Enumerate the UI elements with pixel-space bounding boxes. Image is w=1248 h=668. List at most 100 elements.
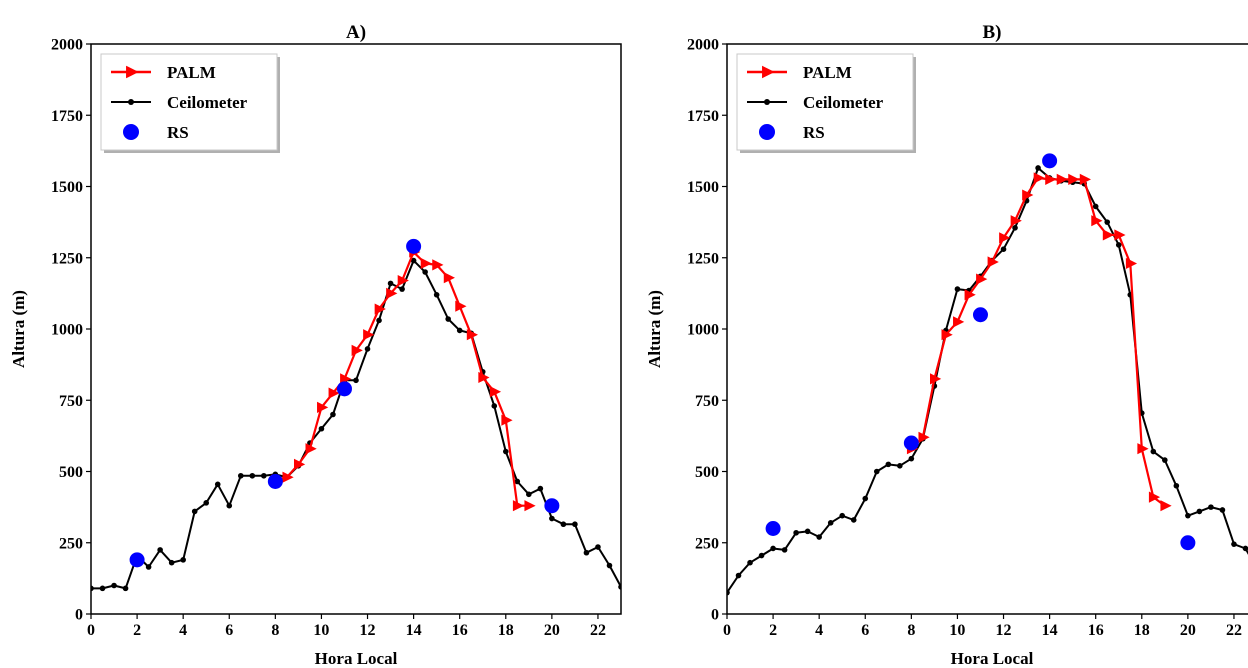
palm-point bbox=[432, 259, 444, 271]
palm-point bbox=[1010, 215, 1022, 227]
legend: PALM Ceilometer RS bbox=[100, 53, 280, 153]
ceilometer-point bbox=[1035, 165, 1041, 171]
palm-point bbox=[420, 257, 432, 270]
x-tick-label: 16 bbox=[1088, 622, 1104, 639]
x-tick-label: 2 bbox=[769, 622, 777, 639]
ceilometer-point bbox=[606, 562, 613, 569]
ceilometer-point bbox=[214, 481, 221, 488]
palm-point bbox=[1102, 229, 1115, 241]
ceilometer-point bbox=[770, 545, 776, 552]
ceilometer-point bbox=[122, 585, 129, 592]
y-tick-label: 250 bbox=[59, 535, 83, 552]
ceilometer-line bbox=[91, 259, 621, 590]
palm-point bbox=[351, 344, 363, 356]
palm-point bbox=[524, 500, 536, 512]
x-tick-label: 8 bbox=[271, 622, 279, 639]
x-tick-label: 6 bbox=[861, 622, 869, 639]
rs-point bbox=[903, 435, 919, 451]
legend-marker bbox=[762, 65, 775, 79]
ceilometer-point bbox=[491, 403, 498, 409]
ceilometer-point bbox=[237, 472, 244, 479]
ceilometer-point bbox=[560, 521, 567, 528]
legend-label: RS bbox=[167, 123, 189, 142]
palm-point bbox=[999, 232, 1011, 244]
x-tick-label: 0 bbox=[723, 622, 731, 639]
ceilometer-point bbox=[399, 286, 405, 292]
palm-point bbox=[1148, 491, 1161, 503]
legend-marker bbox=[128, 99, 134, 105]
palm-point bbox=[282, 471, 294, 483]
chart-panel-b: B) Hora Local Altura (m) 0 2 4 6 8 10 12 14 16 18… bbox=[645, 22, 1248, 668]
rs-point bbox=[765, 521, 781, 536]
legend-item-ceilometer: Ceilometer bbox=[747, 93, 884, 112]
y-axis-label: Altura (m) bbox=[9, 290, 28, 368]
ceilometer-point bbox=[1092, 203, 1099, 210]
palm-point bbox=[455, 300, 467, 312]
ceilometer-point bbox=[203, 500, 210, 506]
rs-point bbox=[972, 307, 988, 323]
palm-point bbox=[501, 414, 513, 426]
ceilometer-point bbox=[885, 461, 892, 468]
y-tick-label: 1750 bbox=[51, 108, 83, 125]
series-palm bbox=[270, 246, 536, 512]
legend-item-rs: RS bbox=[123, 123, 189, 142]
x-tick-label: 18 bbox=[1134, 622, 1150, 639]
y-tick-label: 1500 bbox=[687, 179, 719, 196]
ceilometer-point bbox=[781, 547, 788, 553]
chart-panel-a: A) Hora Local Altura (m) 0 2 4 6 8 10 12 14 16 18… bbox=[9, 22, 622, 668]
y-tick-label: 250 bbox=[695, 535, 719, 552]
legend-item-ceilometer: Ceilometer bbox=[111, 93, 248, 112]
x-tick-label: 4 bbox=[179, 622, 187, 639]
ceilometer-point bbox=[502, 448, 509, 455]
ceilometer-point bbox=[180, 557, 186, 563]
ceilometer-point bbox=[111, 582, 117, 589]
ceilometer-point bbox=[445, 316, 451, 322]
ceilometer-point bbox=[549, 515, 555, 522]
ceilometer-point bbox=[1000, 246, 1007, 252]
palm-point bbox=[929, 373, 942, 385]
x-tick-label: 10 bbox=[949, 622, 965, 639]
palm-point bbox=[941, 329, 953, 341]
ceilometer-point bbox=[261, 472, 267, 479]
series-rs bbox=[129, 238, 560, 568]
x-tick-label: 22 bbox=[1226, 622, 1242, 639]
legend-marker bbox=[123, 124, 139, 140]
ceilometer-point bbox=[168, 559, 175, 566]
legend-item-rs: RS bbox=[759, 123, 825, 142]
axis-ticks: 0 2 4 6 8 10 12 14 16 18 20 22 0 250 500 750 1000 1250 150… bbox=[51, 37, 606, 640]
x-tick-label: 4 bbox=[815, 622, 823, 639]
rs-point bbox=[1042, 153, 1058, 169]
ceilometer-point bbox=[954, 286, 961, 292]
ceilometer-point bbox=[850, 517, 857, 523]
y-tick-label: 1000 bbox=[687, 322, 719, 339]
palm-point bbox=[512, 500, 525, 512]
rs-point bbox=[267, 473, 283, 489]
y-tick-label: 1250 bbox=[687, 250, 719, 267]
ceilometer-point bbox=[1196, 508, 1203, 515]
ceilometer-point bbox=[99, 585, 106, 592]
ceilometer-point bbox=[1185, 512, 1191, 519]
legend-marker bbox=[764, 99, 770, 105]
legend-marker bbox=[759, 124, 775, 140]
x-tick-label: 14 bbox=[406, 622, 422, 639]
palm-point bbox=[987, 256, 999, 268]
ceilometer-point bbox=[145, 564, 152, 570]
x-tick-label: 14 bbox=[1042, 622, 1058, 639]
ceilometer-point bbox=[191, 508, 198, 515]
legend-label: RS bbox=[803, 123, 825, 142]
y-tick-label: 2000 bbox=[51, 37, 83, 54]
x-axis-label: Hora Local bbox=[951, 649, 1034, 668]
y-tick-label: 1000 bbox=[51, 322, 83, 339]
x-tick-label: 0 bbox=[87, 622, 95, 639]
ceilometer-point bbox=[816, 534, 822, 540]
ceilometer-point bbox=[526, 491, 532, 498]
y-tick-label: 500 bbox=[695, 464, 719, 481]
palm-point bbox=[1125, 257, 1138, 270]
palm-point bbox=[386, 287, 398, 299]
ceilometer-point bbox=[908, 455, 915, 462]
ceilometer-point bbox=[1162, 457, 1168, 463]
series-ceilometer bbox=[91, 257, 621, 592]
y-tick-label: 750 bbox=[59, 393, 83, 410]
ceilometer-point bbox=[514, 478, 521, 485]
palm-point bbox=[1114, 229, 1126, 241]
